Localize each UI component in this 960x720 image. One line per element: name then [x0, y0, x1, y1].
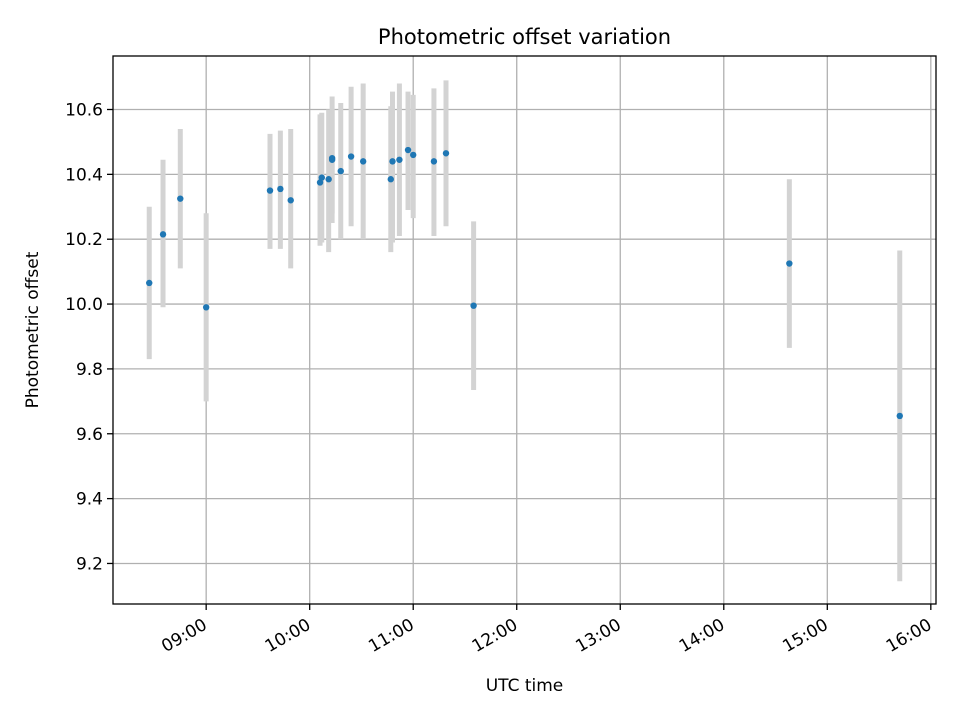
data-point	[146, 279, 153, 287]
data-point	[410, 151, 417, 159]
data-point	[896, 412, 903, 420]
data-point	[387, 176, 394, 183]
data-point	[202, 304, 210, 311]
plot-frame	[112, 55, 937, 605]
gridlines	[113, 56, 936, 604]
data-point	[786, 260, 793, 267]
y-axis-label: Photometric offset	[23, 251, 43, 408]
data-point	[287, 197, 294, 204]
data-point	[337, 167, 344, 175]
data-point	[325, 176, 332, 183]
data-point	[316, 179, 324, 186]
x-axis-label: UTC time	[486, 676, 564, 696]
y-tick-label: 9.2	[76, 554, 103, 574]
data-point	[404, 146, 412, 154]
data-point	[177, 195, 184, 202]
data-point	[277, 185, 284, 193]
y-tick-label: 10.2	[65, 230, 103, 250]
data-point	[266, 187, 274, 194]
data-points	[146, 146, 903, 420]
data-point	[396, 156, 403, 163]
data-point	[470, 302, 477, 309]
data-point	[389, 158, 396, 165]
y-tick-label: 10.0	[65, 295, 103, 315]
data-point	[359, 158, 367, 165]
y-tick-label: 10.6	[65, 101, 103, 121]
data-point	[318, 174, 325, 181]
y-tick-label: 9.4	[76, 490, 103, 510]
y-tick-label: 10.4	[65, 165, 103, 185]
data-point	[430, 158, 438, 165]
data-point	[159, 231, 167, 238]
y-tick-label: 9.6	[76, 425, 103, 445]
data-point	[347, 153, 355, 160]
data-point	[442, 150, 450, 157]
chart-title: Photometric offset variation	[378, 25, 671, 49]
y-tick-label: 9.8	[76, 360, 103, 380]
data-point	[328, 156, 336, 163]
